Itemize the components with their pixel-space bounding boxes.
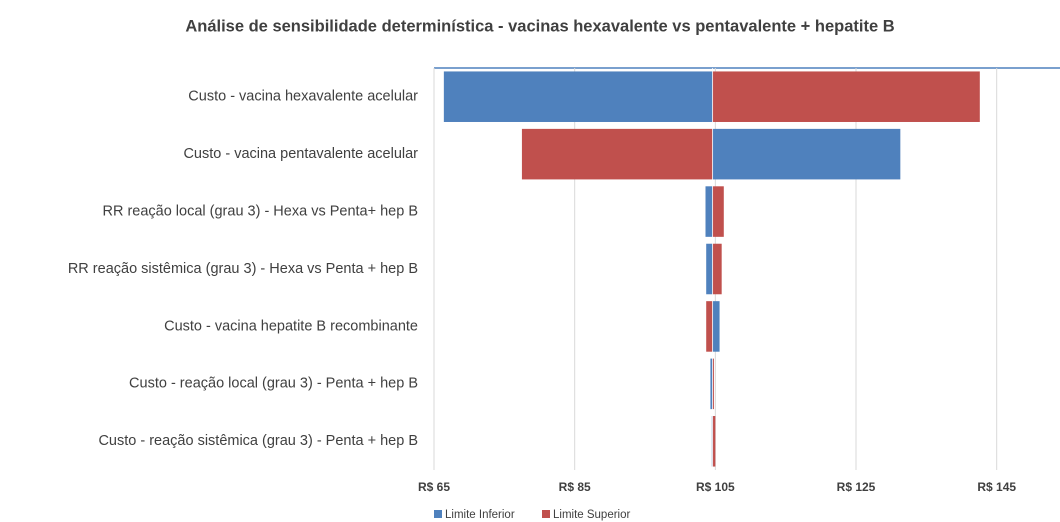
- bar: [706, 301, 713, 352]
- bar: [521, 128, 713, 180]
- y-tick-label: Custo - reação sistêmica (grau 3) - Pent…: [98, 433, 418, 449]
- bar: [712, 128, 901, 180]
- x-tick-label: R$ 105: [696, 480, 735, 494]
- bar: [712, 301, 720, 352]
- y-tick-label: RR reação sistêmica (grau 3) - Hexa vs P…: [68, 261, 418, 277]
- bar: [712, 358, 714, 410]
- bar: [710, 358, 713, 410]
- legend-label: Limite Superior: [553, 509, 631, 521]
- y-tick-label: Custo - reação local (grau 3) - Penta + …: [129, 376, 418, 392]
- legend-swatch: [434, 510, 442, 518]
- bar: [705, 186, 713, 237]
- chart-title: Análise de sensibilidade determinística …: [185, 17, 894, 35]
- bar: [706, 243, 713, 295]
- y-tick-label: RR reação local (grau 3) - Hexa vs Penta…: [102, 203, 418, 219]
- x-tick-label: R$ 65: [418, 480, 450, 494]
- y-tick-label: Custo - vacina pentavalente acelular: [183, 146, 418, 162]
- y-tick-label: Custo - vacina hepatite B recombinante: [164, 318, 418, 334]
- legend-label: Limite Inferior: [445, 509, 515, 521]
- y-tick-label: Custo - vacina hexavalente acelular: [188, 89, 418, 105]
- x-tick-label: R$ 145: [977, 480, 1016, 494]
- bar: [712, 186, 724, 237]
- x-tick-label: R$ 125: [837, 480, 876, 494]
- x-tick-label: R$ 85: [559, 480, 591, 494]
- bar: [712, 416, 716, 467]
- legend-swatch: [542, 510, 550, 518]
- bar: [712, 71, 980, 122]
- bar: [712, 243, 722, 295]
- bar: [443, 71, 713, 122]
